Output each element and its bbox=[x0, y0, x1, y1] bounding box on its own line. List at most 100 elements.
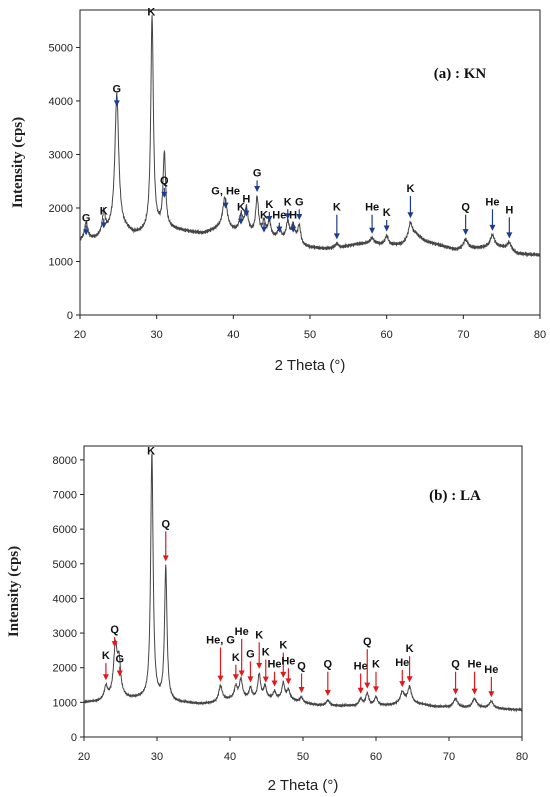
y-tick-label: 1000 bbox=[49, 256, 73, 268]
peak-label: H bbox=[289, 210, 297, 222]
peak-annotation: G bbox=[113, 83, 121, 107]
peak-annotation: Q bbox=[161, 518, 170, 562]
peak-label: He, G bbox=[206, 634, 235, 646]
peak-annotation: H bbox=[289, 210, 297, 233]
peak-label: K bbox=[279, 640, 287, 652]
peak-arrow-head bbox=[83, 229, 90, 236]
y-tick-label: 0 bbox=[71, 732, 77, 744]
peak-arrow-head bbox=[217, 675, 224, 682]
peak-label: K bbox=[255, 629, 263, 641]
peak-annotation: Q bbox=[110, 624, 119, 648]
y-tick-label: 3000 bbox=[49, 149, 73, 161]
peak-arrow-head bbox=[383, 225, 390, 232]
peak-label: He bbox=[468, 659, 482, 671]
panel-title: (a) : KN bbox=[434, 66, 487, 82]
peak-label: Q bbox=[451, 659, 460, 671]
peak-arrow-head bbox=[102, 674, 109, 681]
peak-arrow-head bbox=[284, 213, 291, 220]
y-tick-label: 7000 bbox=[53, 490, 77, 502]
peak-label: K bbox=[100, 205, 108, 217]
peak-annotation: Q bbox=[363, 636, 372, 689]
peak-arrow-head bbox=[296, 214, 303, 221]
x-tick-label: 20 bbox=[74, 329, 86, 341]
peak-arrow-head bbox=[222, 202, 229, 209]
peak-annotation: K bbox=[372, 659, 380, 693]
peak-label: K bbox=[102, 650, 110, 662]
peak-annotation: G, He bbox=[211, 186, 240, 209]
x-tick-label: 60 bbox=[381, 329, 393, 341]
peak-arrow-head bbox=[399, 681, 406, 688]
x-tick-label: 30 bbox=[151, 329, 163, 341]
y-tick-label: 0 bbox=[67, 310, 73, 322]
peak-arrow-head bbox=[254, 185, 261, 192]
peak-arrow-head bbox=[324, 690, 331, 697]
peak-annotation: K bbox=[284, 196, 292, 220]
peak-annotation: He, G bbox=[206, 634, 235, 682]
peak-annotation: Q bbox=[160, 175, 169, 198]
peak-arrow-head bbox=[162, 555, 169, 562]
peak-label: G bbox=[253, 167, 262, 179]
peak-annotation: He bbox=[281, 655, 295, 685]
peak-annotation: He bbox=[267, 659, 282, 687]
peak-label: He bbox=[484, 664, 498, 676]
peak-annotation: K bbox=[265, 199, 273, 222]
y-tick-label: 8000 bbox=[53, 455, 77, 467]
peak-arrow-head bbox=[238, 218, 244, 225]
peak-annotation: K bbox=[262, 647, 270, 683]
peak-annotation: K bbox=[102, 650, 110, 681]
peak-arrow-head bbox=[276, 226, 283, 233]
peak-arrow-head bbox=[280, 671, 287, 678]
xrd-trace bbox=[79, 15, 541, 258]
y-tick-label: 4000 bbox=[53, 593, 77, 605]
peak-label: K bbox=[372, 659, 380, 671]
x-axis-title: 2 Theta (°) bbox=[268, 777, 339, 794]
peak-arrow-head bbox=[364, 682, 371, 689]
y-axis-title: Intensity (cps) bbox=[10, 117, 26, 208]
peak-arrow-head bbox=[471, 688, 478, 695]
peak-label: Q bbox=[297, 660, 306, 672]
peak-arrow-head bbox=[238, 670, 245, 677]
peak-label: K bbox=[147, 6, 155, 18]
peak-annotation: K bbox=[255, 629, 263, 669]
peak-arrow-head bbox=[406, 676, 413, 683]
y-tick-label: 4000 bbox=[49, 96, 73, 108]
x-tick-label: 50 bbox=[304, 329, 316, 341]
peak-arrow-head bbox=[161, 191, 168, 198]
peak-arrow-head bbox=[271, 680, 278, 687]
peak-arrow-head bbox=[333, 233, 340, 240]
peak-label: K bbox=[262, 647, 270, 659]
x-tick-label: 60 bbox=[370, 751, 382, 763]
peak-label: He bbox=[235, 626, 249, 638]
peak-annotation: He bbox=[354, 660, 368, 694]
peak-arrow-head bbox=[111, 641, 118, 648]
peak-arrow-head bbox=[357, 687, 364, 694]
xrd-panel-kn: 0 1000 2000 3000 4000 5000 20 30 40 50 60 70 80 2 The… bbox=[10, 6, 546, 374]
peak-annotation: K bbox=[100, 205, 108, 229]
peak-arrow-head bbox=[261, 226, 267, 233]
peak-label: H bbox=[505, 204, 513, 216]
peak-annotation: G bbox=[246, 648, 255, 683]
peak-label: G bbox=[115, 654, 124, 666]
peak-label: He bbox=[272, 210, 286, 222]
peak-label: K bbox=[383, 207, 391, 219]
peak-label: He bbox=[354, 660, 368, 672]
peak-annotation: K bbox=[333, 202, 341, 240]
peak-annotation: Q bbox=[461, 202, 470, 236]
peak-label: K bbox=[265, 199, 273, 211]
peak-label: He bbox=[281, 655, 295, 667]
peak-arrow-head bbox=[285, 678, 292, 685]
y-tick-label: 5000 bbox=[49, 42, 73, 54]
y-tick-label: 6000 bbox=[53, 524, 77, 536]
peak-annotation: Q bbox=[297, 660, 306, 693]
peak-label: K bbox=[284, 196, 292, 208]
peak-annotation: H bbox=[242, 194, 250, 217]
peak-annotation: G bbox=[82, 212, 91, 236]
peak-label: K bbox=[406, 643, 414, 655]
peak-arrow-head bbox=[247, 676, 254, 683]
peak-arrow-head bbox=[116, 670, 123, 677]
peak-arrow-head bbox=[489, 224, 496, 231]
peak-annotation: He bbox=[365, 202, 379, 234]
x-axis-title: 2 Theta (°) bbox=[275, 357, 346, 374]
peak-label: G bbox=[82, 212, 91, 224]
